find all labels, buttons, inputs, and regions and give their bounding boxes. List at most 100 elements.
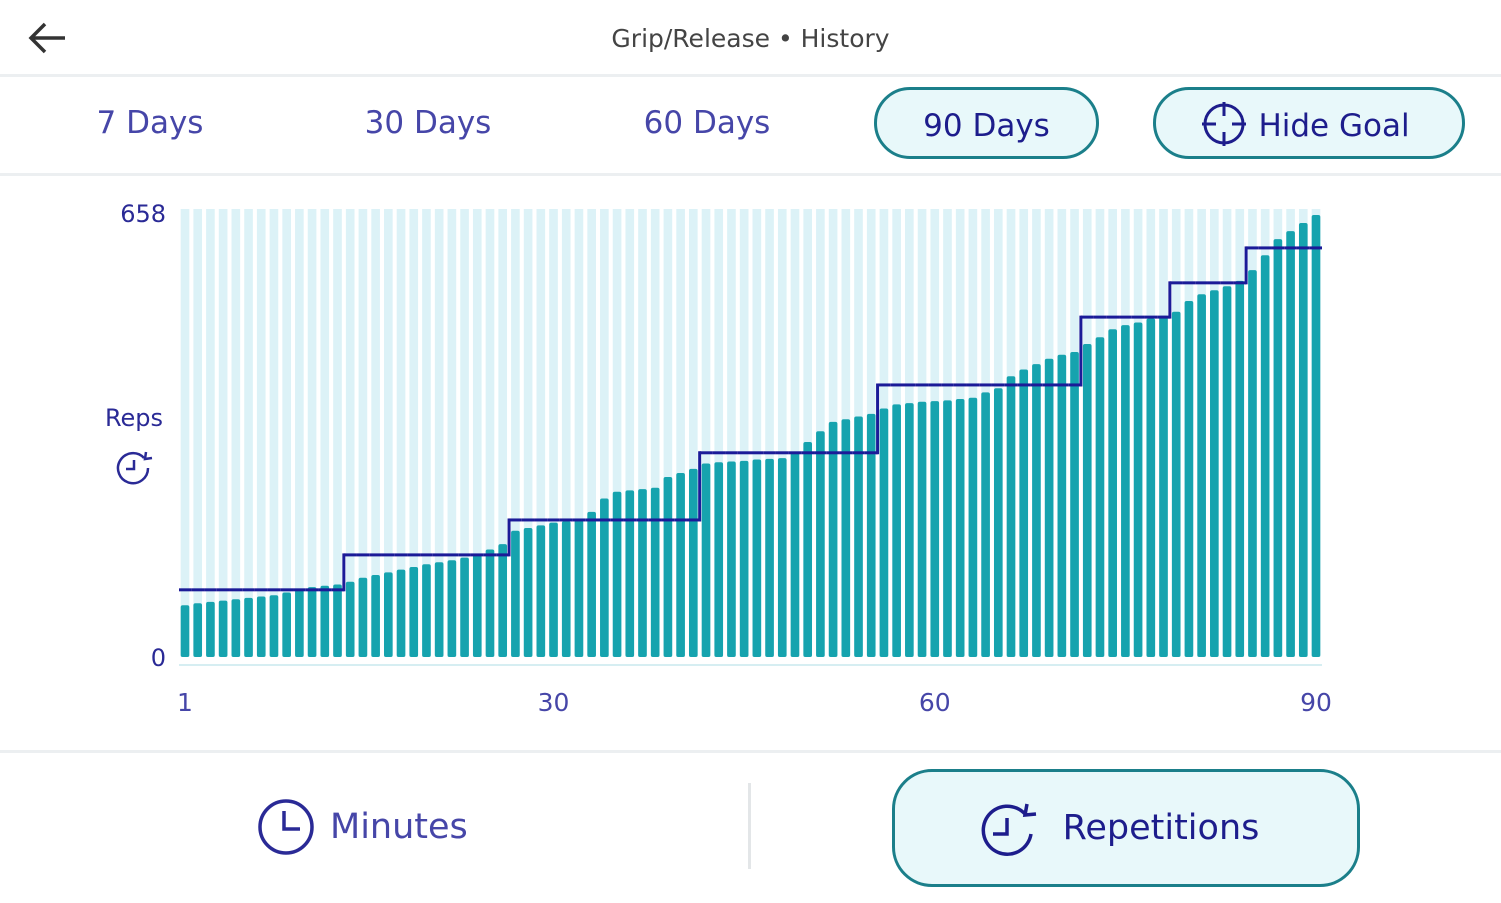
tab[interactable]: 60 Days xyxy=(643,105,771,141)
background-column xyxy=(333,209,342,657)
background-column xyxy=(765,209,774,657)
bar xyxy=(1298,223,1308,657)
background-column xyxy=(358,209,368,657)
background-column xyxy=(244,209,253,657)
bar xyxy=(892,404,901,657)
bar xyxy=(231,599,241,657)
bar xyxy=(777,458,787,657)
background-column xyxy=(663,209,673,657)
bar xyxy=(256,596,266,657)
bar xyxy=(180,605,190,657)
background-column xyxy=(269,209,279,657)
bar xyxy=(1184,300,1194,657)
bar xyxy=(561,521,571,657)
tab-selected[interactable]: 90 Days xyxy=(874,87,1099,159)
bar xyxy=(638,489,647,657)
background-column xyxy=(587,209,596,657)
bar xyxy=(1260,255,1270,657)
bar xyxy=(1210,290,1219,657)
bar xyxy=(714,462,724,657)
bar xyxy=(1171,311,1181,657)
background-column xyxy=(511,209,520,657)
background-column xyxy=(523,209,533,657)
background-column xyxy=(396,209,406,657)
bar xyxy=(752,459,762,657)
background-column xyxy=(231,209,241,657)
bar xyxy=(1108,329,1117,657)
background-column xyxy=(676,209,685,657)
bar xyxy=(587,511,596,657)
bar xyxy=(409,566,419,657)
background-column xyxy=(434,209,444,657)
bar xyxy=(917,401,927,657)
y-tick-label: 0 xyxy=(151,644,166,672)
bar xyxy=(943,400,952,657)
background-column xyxy=(295,209,304,657)
bar xyxy=(828,421,838,657)
bar xyxy=(676,472,685,657)
tab-label: Minutes xyxy=(330,807,468,847)
bar xyxy=(600,498,609,657)
bar xyxy=(701,463,711,657)
bar xyxy=(1133,322,1143,657)
bar xyxy=(269,595,279,657)
background-column xyxy=(625,209,635,657)
bar xyxy=(1044,358,1054,657)
bar xyxy=(612,491,622,657)
bar xyxy=(1082,343,1092,657)
background-column xyxy=(549,209,558,657)
minutes-tab[interactable]: Minutes xyxy=(250,791,510,863)
bar xyxy=(384,572,393,657)
background-column xyxy=(701,209,711,657)
bar xyxy=(295,589,304,657)
repetitions-tab[interactable]: Repetitions xyxy=(892,769,1360,887)
bar xyxy=(434,562,444,657)
background-column xyxy=(612,209,622,657)
bar xyxy=(968,397,978,657)
bar xyxy=(625,490,635,657)
bar xyxy=(218,600,228,657)
bar xyxy=(1197,294,1206,657)
bar xyxy=(1057,354,1067,657)
tab[interactable]: 7 Days xyxy=(96,105,204,141)
background-column xyxy=(638,209,647,657)
back-button[interactable] xyxy=(25,18,75,58)
background-column xyxy=(180,209,190,657)
bar xyxy=(511,530,520,657)
bar xyxy=(358,577,368,657)
bar xyxy=(803,442,813,657)
bar xyxy=(1286,231,1295,657)
background-column xyxy=(218,209,228,657)
background-column xyxy=(447,209,457,657)
background-column xyxy=(803,209,813,657)
y-tick-label: 658 xyxy=(120,200,166,228)
background-column xyxy=(307,209,317,657)
bar xyxy=(663,476,673,657)
background-column xyxy=(714,209,724,657)
bar xyxy=(955,399,965,657)
bar xyxy=(282,592,291,657)
x-tick-label: 30 xyxy=(538,688,570,717)
bar xyxy=(1006,376,1016,657)
reps-icon xyxy=(981,803,1037,856)
bar xyxy=(307,587,317,657)
bar xyxy=(1235,280,1245,657)
bar xyxy=(993,388,1003,657)
bar xyxy=(1159,315,1168,657)
bar xyxy=(1146,318,1156,657)
hide-goal-button[interactable]: Hide Goal xyxy=(1153,87,1465,159)
bar xyxy=(1311,215,1321,657)
bottom-bar: Minutes Repetitions xyxy=(0,750,1501,903)
bar xyxy=(1095,337,1105,657)
bar xyxy=(206,601,215,657)
bar xyxy=(485,549,495,657)
background-column xyxy=(371,209,380,657)
title: Grip/Release • History xyxy=(611,24,890,53)
bar xyxy=(320,585,330,657)
background-column xyxy=(574,209,584,657)
tab[interactable]: 30 Days xyxy=(364,105,492,141)
background-column xyxy=(422,209,431,657)
background-column xyxy=(790,209,800,657)
goal-icon xyxy=(1202,102,1246,146)
